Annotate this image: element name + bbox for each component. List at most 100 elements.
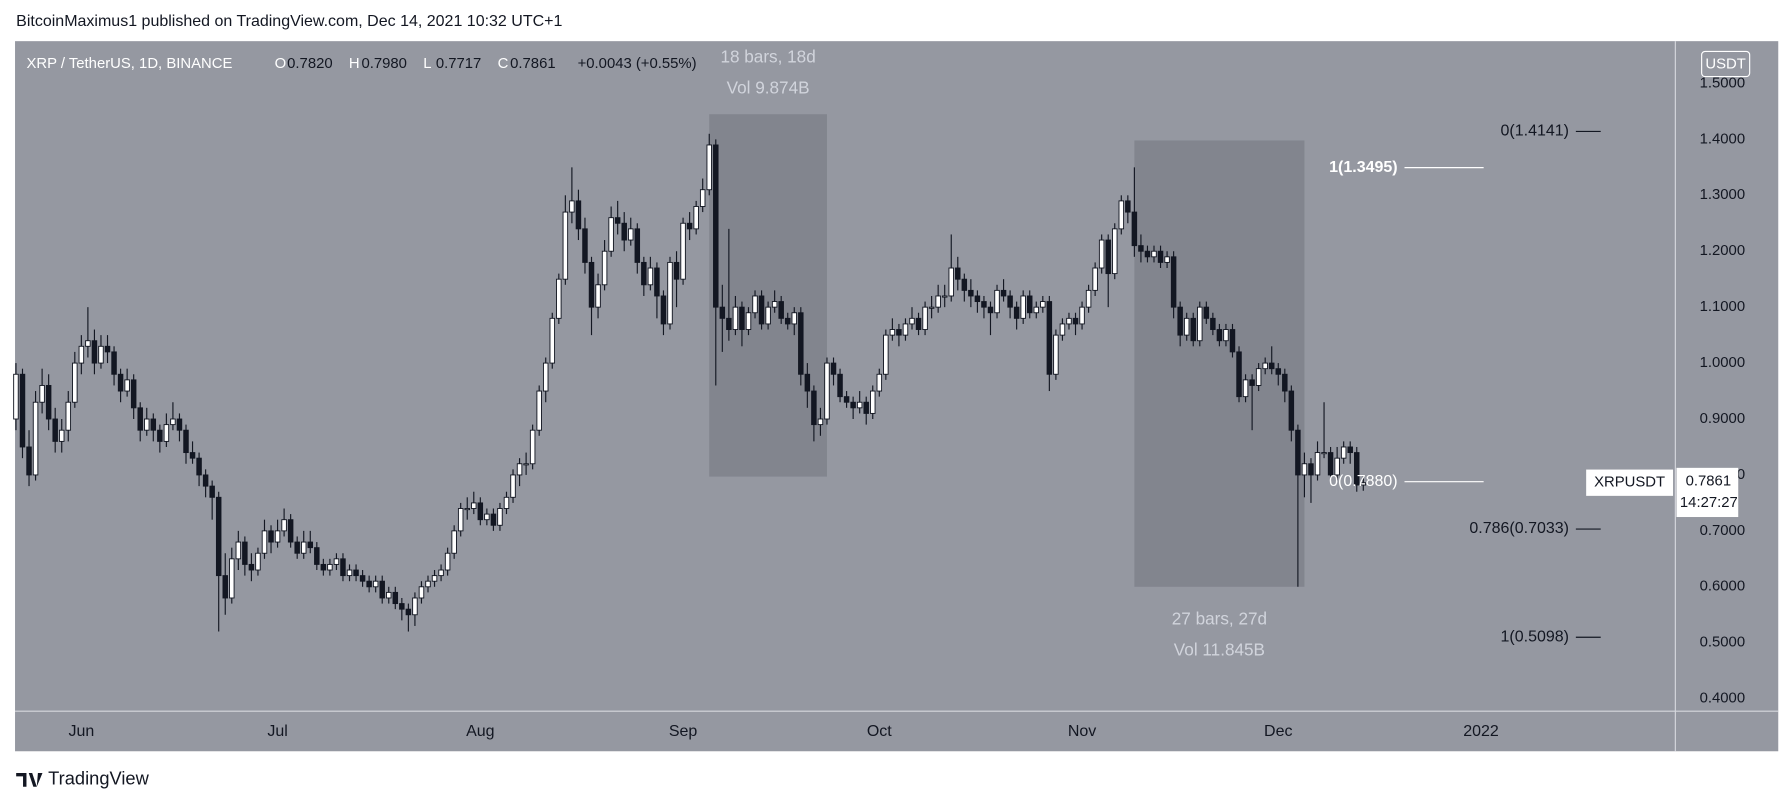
candle-body	[281, 519, 287, 532]
candle-body	[1249, 379, 1255, 386]
candle-body	[902, 323, 909, 336]
x-tick-label: Nov	[1068, 723, 1096, 740]
candle-body	[1288, 390, 1295, 431]
candle-body	[987, 306, 994, 314]
date-range-box	[709, 114, 827, 477]
date-range-box	[1134, 140, 1305, 587]
candle-body	[137, 407, 143, 431]
candle-body	[1164, 256, 1170, 263]
candle-body	[909, 317, 915, 325]
candle-body	[98, 345, 104, 364]
candle-body	[699, 189, 706, 207]
range-volume-label: Vol 11.845B	[1174, 639, 1265, 659]
candle-body	[484, 513, 490, 521]
legend-key: H	[349, 56, 360, 72]
candle-body	[994, 289, 1000, 314]
symbol-tag	[1586, 469, 1674, 496]
candle-body	[935, 295, 941, 308]
x-tick-label: Dec	[1264, 723, 1292, 740]
legend-value: 0.7717	[436, 56, 481, 72]
currency-box	[1701, 50, 1751, 78]
candle-body	[961, 278, 968, 291]
range-bars-label: 27 bars, 27d	[1172, 608, 1267, 628]
range-bars-label: 18 bars, 18d	[720, 47, 815, 67]
candle-body	[274, 530, 281, 543]
candle-body	[1321, 452, 1327, 455]
y-tick-label: 1.2000	[1700, 243, 1745, 259]
fib-level-label: 0(1.4141)	[1501, 123, 1570, 140]
candle-body	[667, 261, 673, 325]
candle-body	[850, 401, 856, 409]
candle-body	[745, 312, 752, 330]
candle-body	[752, 295, 758, 314]
candle-body	[333, 558, 340, 565]
candle-body	[1255, 368, 1262, 386]
candle-body	[1085, 289, 1092, 308]
candle-body	[1334, 457, 1340, 476]
candle-body	[1092, 267, 1098, 291]
candle-body	[778, 301, 784, 319]
candle-body	[686, 222, 693, 230]
candle-body	[1026, 295, 1033, 314]
candle-body	[732, 306, 739, 330]
candle-body	[1203, 306, 1210, 319]
candle-body	[45, 384, 52, 420]
candle-body	[726, 317, 732, 330]
candle-body	[13, 373, 19, 420]
symbol-tag-label: XRPUSDT	[1594, 475, 1665, 491]
candle-body	[621, 222, 627, 241]
candle-body	[516, 463, 523, 476]
candle-body	[974, 295, 981, 303]
candle-body	[804, 373, 811, 392]
candle-body	[1118, 200, 1125, 230]
candle-body	[1262, 362, 1268, 370]
candle-body	[477, 502, 484, 521]
candle-body	[189, 452, 196, 459]
candle-body	[536, 390, 542, 431]
candle-body	[542, 362, 549, 392]
candle-body	[1013, 306, 1020, 319]
candle-body	[1308, 463, 1314, 476]
candle-body	[1268, 362, 1275, 370]
candle-body	[366, 580, 372, 588]
x-tick-label: Jun	[68, 723, 94, 740]
candle-body	[928, 306, 935, 309]
candle-body	[497, 508, 503, 526]
candle-body	[1170, 256, 1177, 308]
candle-body	[1066, 317, 1072, 325]
candle-body	[1216, 329, 1223, 342]
candle-body	[418, 586, 425, 599]
legend-value: 0.7861	[510, 56, 555, 72]
candle-body	[39, 384, 45, 403]
candle-body	[870, 390, 876, 414]
candle-body	[693, 206, 699, 230]
candle-body	[739, 306, 745, 330]
candle-body	[196, 457, 202, 476]
fib-level-label: 1(0.5098)	[1501, 628, 1570, 645]
fib-level-label: 1(1.3495)	[1329, 159, 1398, 176]
candle-body	[32, 401, 39, 476]
candle-body	[837, 373, 843, 398]
candle-body	[968, 289, 974, 297]
candle-body	[1223, 329, 1229, 342]
candle-body	[1053, 334, 1059, 375]
candle-body	[1098, 239, 1105, 269]
candle-body	[229, 558, 235, 599]
candle-body	[614, 217, 621, 224]
candle-body	[817, 418, 824, 426]
candle-body	[889, 329, 896, 336]
candle-body	[399, 603, 405, 610]
candle-body	[569, 200, 575, 213]
candle-body	[144, 418, 150, 431]
candle-body	[660, 295, 667, 325]
y-tick-label: 1.4000	[1700, 131, 1745, 147]
currency-label: USDT	[1705, 57, 1745, 73]
last-price-label: 0.7861	[1686, 473, 1731, 489]
candle-body	[222, 575, 228, 599]
candle-body	[1000, 289, 1007, 297]
candle-body	[202, 474, 209, 487]
chart-background	[15, 41, 1779, 752]
candle-body	[209, 485, 215, 498]
